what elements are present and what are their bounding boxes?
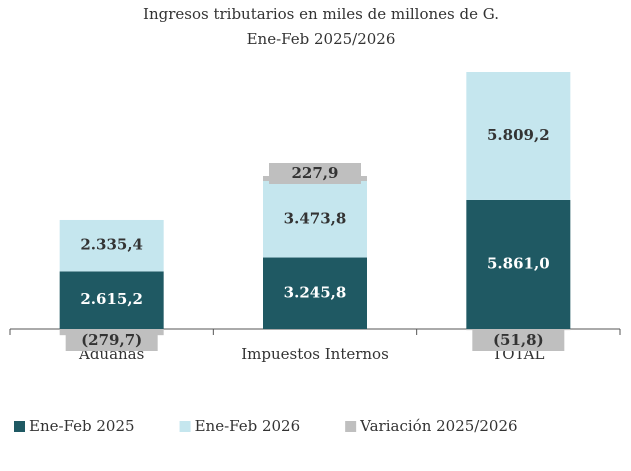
label-box	[269, 163, 361, 185]
data-label: 3.473,8	[284, 209, 347, 227]
bar-segment	[263, 257, 367, 329]
data-label: (279,7)	[81, 331, 142, 349]
chart-title: Ingresos tributarios en miles de millone…	[143, 5, 499, 23]
data-label: 2.615,2	[80, 290, 143, 308]
legend-swatch	[179, 421, 191, 432]
legend-swatch	[345, 421, 357, 432]
legend-label: Ene-Feb 2026	[195, 417, 301, 435]
data-label: 2.335,4	[80, 236, 143, 254]
data-label: 3.245,8	[284, 283, 347, 301]
legend-label: Variación 2025/2026	[359, 417, 517, 435]
bar-segment	[466, 72, 571, 200]
legend-swatch	[14, 421, 25, 432]
chart-subtitle: Ene-Feb 2025/2026	[247, 30, 396, 48]
label-box	[65, 330, 158, 351]
legend-label: Ene-Feb 2025	[29, 417, 135, 435]
bar-segment	[59, 271, 164, 329]
data-label: 5.809,2	[487, 126, 550, 144]
label-box	[472, 330, 565, 351]
data-label: 5.861,0	[487, 254, 550, 272]
bar-segment	[466, 329, 571, 331]
bar-segment	[466, 199, 571, 329]
data-label: (51,8)	[493, 331, 544, 349]
x-tick-label: Impuestos Internos	[241, 345, 389, 363]
data-label: 227,9	[292, 164, 339, 182]
bar-segment	[59, 219, 164, 272]
bar-segment	[263, 181, 367, 258]
